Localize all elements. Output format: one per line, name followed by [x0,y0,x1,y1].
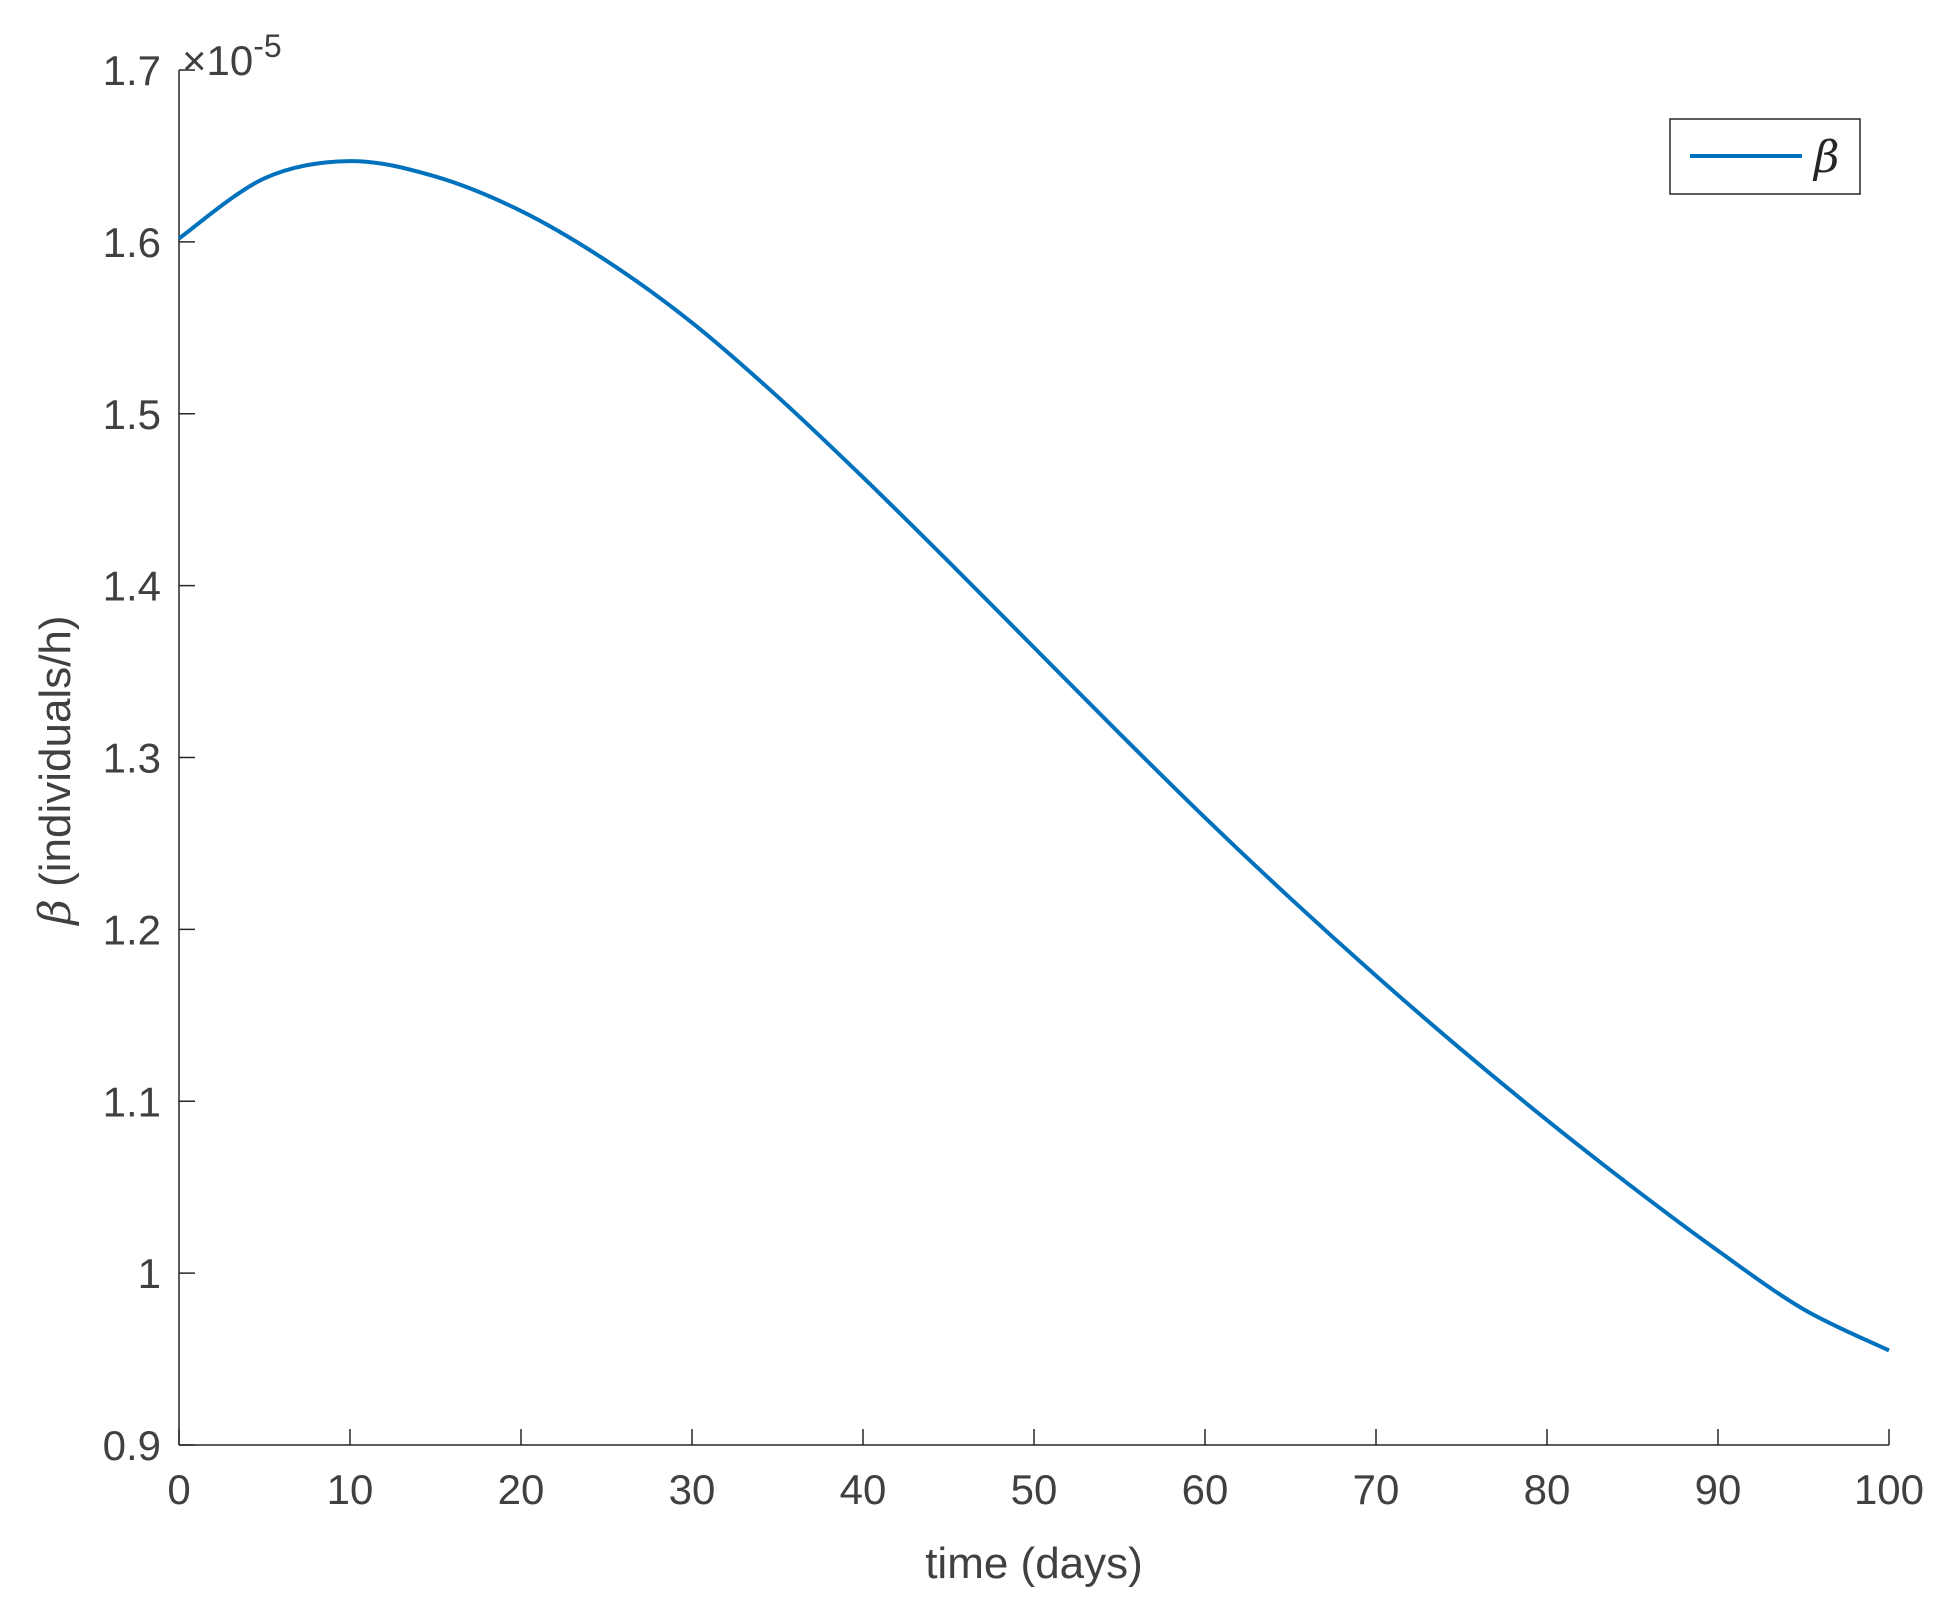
y-tick-label: 1.4 [103,563,161,610]
y-tick-label: 1 [138,1250,161,1297]
y-multiplier-exponent: -5 [253,28,281,64]
x-tick-label: 60 [1182,1466,1229,1513]
y-axis-multiplier: ×10-5 [182,28,282,84]
y-tick-label: 1.3 [103,735,161,782]
y-tick-label: 0.9 [103,1422,161,1469]
legend: β [1669,118,1861,195]
x-tick-label: 90 [1695,1466,1742,1513]
y-tick-label: 1.7 [103,47,161,94]
y-axis-label: β (individuals/h) [30,615,81,926]
x-tick-label: 10 [327,1466,374,1513]
y-multiplier-prefix: ×10 [182,37,253,84]
legend-entry-label: β [1812,132,1839,183]
y-tick-label: 1.6 [103,219,161,266]
axes [178,70,1889,1446]
x-tick-label: 0 [167,1466,190,1513]
y-axis-label-text: (individuals/h) [31,615,80,899]
y-tick-label: 1.2 [103,906,161,953]
y-tick-label: 1.5 [103,391,161,438]
x-tick-label: 80 [1524,1466,1571,1513]
x-axis-label: time (days) [925,1539,1143,1588]
x-tick-label: 70 [1353,1466,1400,1513]
series-line-beta [177,159,1890,1353]
y-axis-label-symbol: β [30,899,81,926]
series-layer [177,159,1890,1353]
x-tick-label: 100 [1854,1466,1924,1513]
ticks: 0 10 20 30 40 50 60 70 80 90 100 0.9 1 1.1 1.2 1.3 1.4 1.… [103,47,1924,1513]
x-tick-label: 20 [498,1466,545,1513]
y-tick-label: 1.1 [103,1078,161,1125]
x-tick-label: 50 [1011,1466,1058,1513]
x-tick-label: 30 [669,1466,716,1513]
x-tick-label: 40 [840,1466,887,1513]
